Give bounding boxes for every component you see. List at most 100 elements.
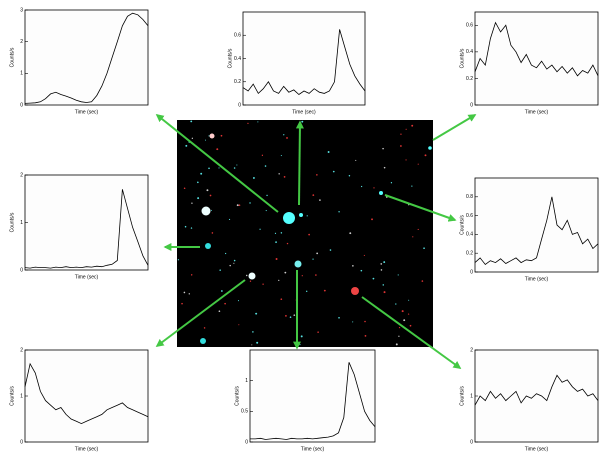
speck [185,144,188,147]
speck [424,154,427,157]
speck [361,185,363,188]
speck [421,280,424,282]
speck [382,147,384,150]
light-curve-panel: 0 1 2 Time (sec) Counts/s [9,172,149,280]
speck [390,182,393,184]
speck [238,324,240,326]
speck [220,290,223,292]
speck [218,167,220,169]
y-tick-label: 0.5 [241,409,248,415]
speck [286,242,289,245]
speck [338,211,340,213]
x-axis-label: Time (sec) [292,109,316,115]
plot-frame [24,349,149,443]
speck [256,341,259,344]
y-tick-label: 2 [20,347,23,353]
speck [216,148,219,151]
source [379,191,383,195]
x-axis-label: Time (sec) [75,274,99,280]
speck [190,227,193,229]
speck [265,210,267,212]
speck [204,139,206,141]
y-tick-label: 1 [20,393,23,399]
source [209,133,215,139]
speck [397,274,399,276]
y-tick-label: 0 [20,267,23,273]
speck [380,263,383,265]
light-curve [24,12,149,104]
speck [293,314,296,316]
speck [301,120,304,123]
y-tick-label: 2 [470,347,473,353]
speck [409,324,412,327]
speck [352,265,354,267]
speck [252,331,254,333]
speck [219,269,221,271]
x-axis-label: Time (sec) [75,109,99,115]
speck [284,271,287,274]
speck [188,293,190,295]
y-axis-label: Counts/s [9,212,15,232]
arrow [384,194,457,222]
y-tick-label: 0 [20,102,23,108]
speck [352,321,354,323]
y-tick-label: 1 [470,393,473,399]
speck [317,331,319,333]
y-tick-label: 0 [470,439,473,445]
light-curve [24,189,149,269]
speck [398,327,401,329]
x-axis-label: Time (sec) [525,109,549,115]
speck [407,313,410,315]
speck [259,228,261,230]
y-tick-label: 0 [238,102,241,108]
source [299,213,303,217]
y-axis-label: Counts/s [459,386,465,406]
speck [262,283,264,285]
speck [316,252,319,255]
speck [355,159,357,161]
speck [306,215,308,217]
light-curve-panel: 0 0.2 0.4 0.6 Time (sec) Counts/s [227,11,366,115]
speck [283,134,285,136]
speck [210,209,212,211]
speck [249,202,251,204]
speck [316,174,318,176]
speck [275,241,277,243]
plot-frame [474,11,599,106]
speck [363,254,365,256]
speck [225,252,227,255]
x-axis-label: Time (sec) [75,446,99,452]
speck [306,290,308,293]
star-field [177,120,433,347]
y-axis-label: Counts/s [459,215,465,235]
y-tick-label: 0.6 [466,213,473,219]
speck [332,170,335,173]
y-tick-label: 0.6 [234,33,241,39]
arrow [432,114,477,141]
plot-frame [24,174,149,271]
y-axis-label: Counts/s [9,386,15,406]
speck [395,303,397,305]
y-tick-label: 0 [470,269,473,275]
speck [400,133,402,135]
speck [417,228,419,231]
speck [181,302,183,305]
light-curve-panel: 0 1 2 Time (sec) Counts/s [459,347,599,452]
speck [411,124,414,127]
y-tick-label: 0.4 [234,56,241,62]
speck [200,172,203,175]
speck [401,310,404,313]
speck [373,187,375,189]
y-tick-label: 0 [245,439,248,445]
y-tick-label: 0.4 [466,49,473,55]
speck [257,121,259,123]
speck [251,344,253,346]
arrow [295,120,304,206]
speck [246,274,248,277]
speck [203,327,206,329]
speck [280,298,283,301]
stars [177,120,432,346]
light-curve-panel: 0 0.2 0.4 0.6 Time (sec) Counts/s [459,11,599,115]
speck [360,269,363,272]
speck [238,204,241,207]
